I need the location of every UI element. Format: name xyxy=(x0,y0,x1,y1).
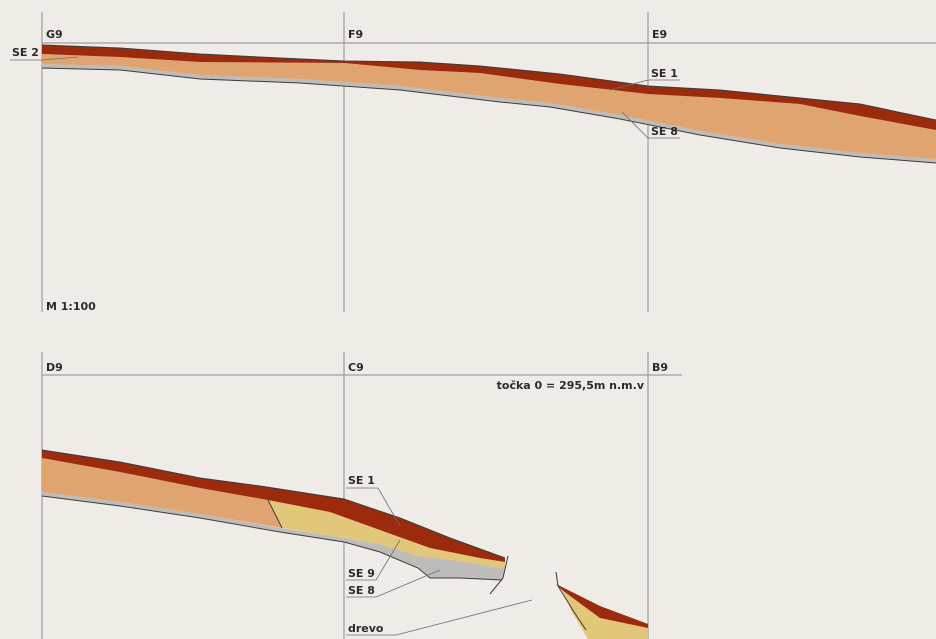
scale-label: M 1:100 xyxy=(46,300,96,313)
layer-se9 xyxy=(268,500,505,569)
se1-upper-leader xyxy=(609,79,649,91)
layer-label-se1-upper: SE 1 xyxy=(651,67,678,80)
layer-se1-lower xyxy=(42,450,505,562)
lower-profile-right xyxy=(555,571,648,639)
layer-se8-lower xyxy=(42,492,505,580)
lower-base-line xyxy=(41,495,503,581)
datum-label: točka 0 = 295,5m n.m.v xyxy=(497,379,645,392)
grid-label-b9: B9 xyxy=(652,361,668,374)
layer-se8-upper xyxy=(42,64,936,163)
se8-upper-leader xyxy=(621,111,649,139)
lower-profile-left xyxy=(41,449,509,595)
grid-label-d9: D9 xyxy=(46,361,63,374)
lower-ground-line xyxy=(41,449,506,559)
layer-label-se2: SE 2 xyxy=(12,46,39,59)
grid-label-g9: G9 xyxy=(46,28,63,41)
drevo-leader xyxy=(395,599,533,636)
profile-edge-right xyxy=(555,571,587,631)
leader-lines xyxy=(10,56,680,636)
layer-se1-upper xyxy=(42,45,936,130)
upper-profile xyxy=(41,44,936,164)
layer-se1-right xyxy=(556,584,648,628)
layer-label-se1-lower: SE 1 xyxy=(348,474,375,487)
upper-base-line xyxy=(41,67,936,164)
upper-ground-line xyxy=(41,44,936,121)
layer-label-se9: SE 9 xyxy=(348,567,375,580)
layer-subsoil-upper xyxy=(42,54,936,159)
layer-label-drevo: drevo xyxy=(348,622,384,635)
grid-label-f9: F9 xyxy=(348,28,363,41)
layer-label-se8-lower: SE 8 xyxy=(348,584,375,597)
layer-subsoil-lower xyxy=(42,458,282,528)
grid-label-e9: E9 xyxy=(652,28,667,41)
profile-edge-left xyxy=(489,555,509,595)
layer-label-se8-upper: SE 8 xyxy=(651,125,678,138)
se9-boundary xyxy=(267,499,283,529)
se2-leader xyxy=(41,56,79,61)
se8-lower-leader xyxy=(375,569,441,598)
se9-leader xyxy=(375,539,401,581)
labels: G9 F9 E9 SE 2 SE 1 SE 8 M 1:100 D9 C9 B9… xyxy=(12,28,678,635)
grid-label-c9: C9 xyxy=(348,361,364,374)
se1-lower-leader xyxy=(377,487,401,527)
